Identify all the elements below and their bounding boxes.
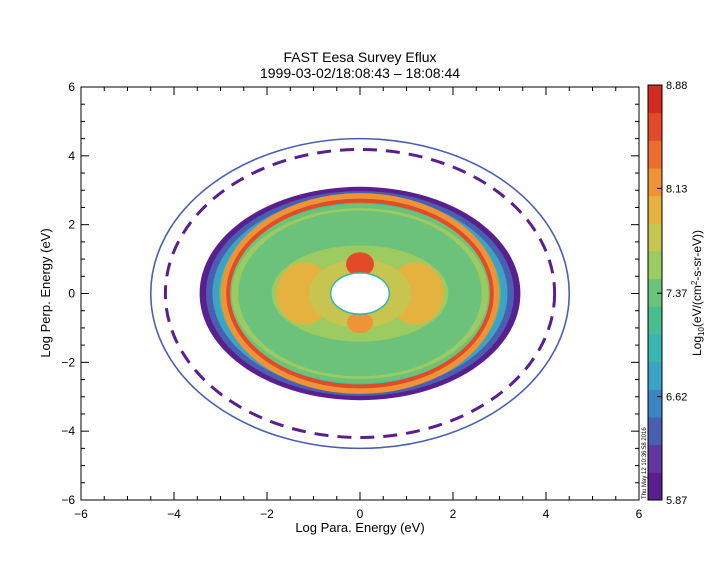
x-tick-label: −4 (167, 507, 181, 521)
colorbar-segment (648, 251, 662, 280)
y-tick-label: −4 (61, 424, 75, 438)
y-axis: −6 −4 −2 0 2 4 6 (61, 80, 639, 507)
hot-spot-top (346, 252, 374, 277)
center-hole (329, 272, 391, 315)
y-tick-label: 4 (68, 149, 75, 163)
peak-ring-halo (220, 193, 500, 394)
colorbar-segment (648, 389, 662, 418)
colorbar-segment (648, 472, 662, 501)
x-tick-label: −2 (260, 507, 274, 521)
y-tick-label: −6 (61, 493, 75, 507)
colorbar-segment (648, 306, 662, 335)
peak-ring (226, 198, 494, 389)
colorbar-segment (648, 85, 662, 114)
colorbar-segment (648, 195, 662, 224)
y-tick-label: 6 (68, 80, 75, 94)
outer-dashed-band (163, 147, 557, 440)
x-tick-label: 6 (636, 507, 643, 521)
colorbar-segment (648, 168, 662, 197)
colorbar-segment (648, 334, 662, 363)
colorbar-frame (647, 84, 663, 501)
colorbar-label-log: Log (690, 336, 704, 356)
colorbar-label-sub: 10 (697, 327, 706, 336)
colorbar-label: Log10(eV/(cm2-s-sr-eV)) (690, 230, 706, 356)
colorbar-label-unit: (eV/(cm (690, 285, 704, 327)
chart-title: FAST Eesa Survey Eflux (283, 49, 436, 65)
colorbar-tick-label: 8.88 (666, 80, 687, 92)
colorbar-segment (648, 417, 662, 446)
colorbar-label-sup: 2 (690, 280, 699, 285)
x-tick-label: 0 (357, 507, 364, 521)
x-axis-label: Log Para. Energy (eV) (295, 520, 424, 535)
colorbar-segment (648, 112, 662, 141)
y-tick-label: 0 (68, 287, 75, 301)
colorbar-tick-label: 5.87 (666, 495, 687, 507)
colorbar-tick-label: 8.13 (666, 183, 687, 195)
x-axis: −6 −4 −2 0 2 4 6 (74, 87, 643, 521)
colorbar-tick-label: 6.62 (666, 392, 687, 404)
x-tick-label: 4 (543, 507, 550, 521)
colorbar-label-end: -s-sr-eV)) (690, 230, 704, 281)
hot-spot-bottom (346, 312, 374, 334)
colorbar-segment (648, 444, 662, 473)
colorbar: 5.87 6.62 7.37 8.13 8.88 (647, 80, 687, 507)
colorbar-segment (648, 223, 662, 252)
timestamp-label: Thu May 12 10:36:58 2016 (642, 427, 648, 499)
heatmap-area (149, 137, 571, 450)
y-axis-label: Log Perp. Energy (eV) (38, 228, 53, 357)
colorbar-segment (648, 278, 662, 307)
colorbar-segment (648, 361, 662, 390)
y-tick-label: −2 (61, 355, 75, 369)
x-tick-label: −6 (74, 507, 88, 521)
y-tick-label: 2 (68, 218, 75, 232)
chart-subtitle: 1999-03-02/18:08:43 – 18:08:44 (260, 65, 460, 81)
x-tick-label: 2 (450, 507, 457, 521)
colorbar-segment (648, 140, 662, 169)
colorbar-tick-label: 7.37 (666, 288, 687, 300)
